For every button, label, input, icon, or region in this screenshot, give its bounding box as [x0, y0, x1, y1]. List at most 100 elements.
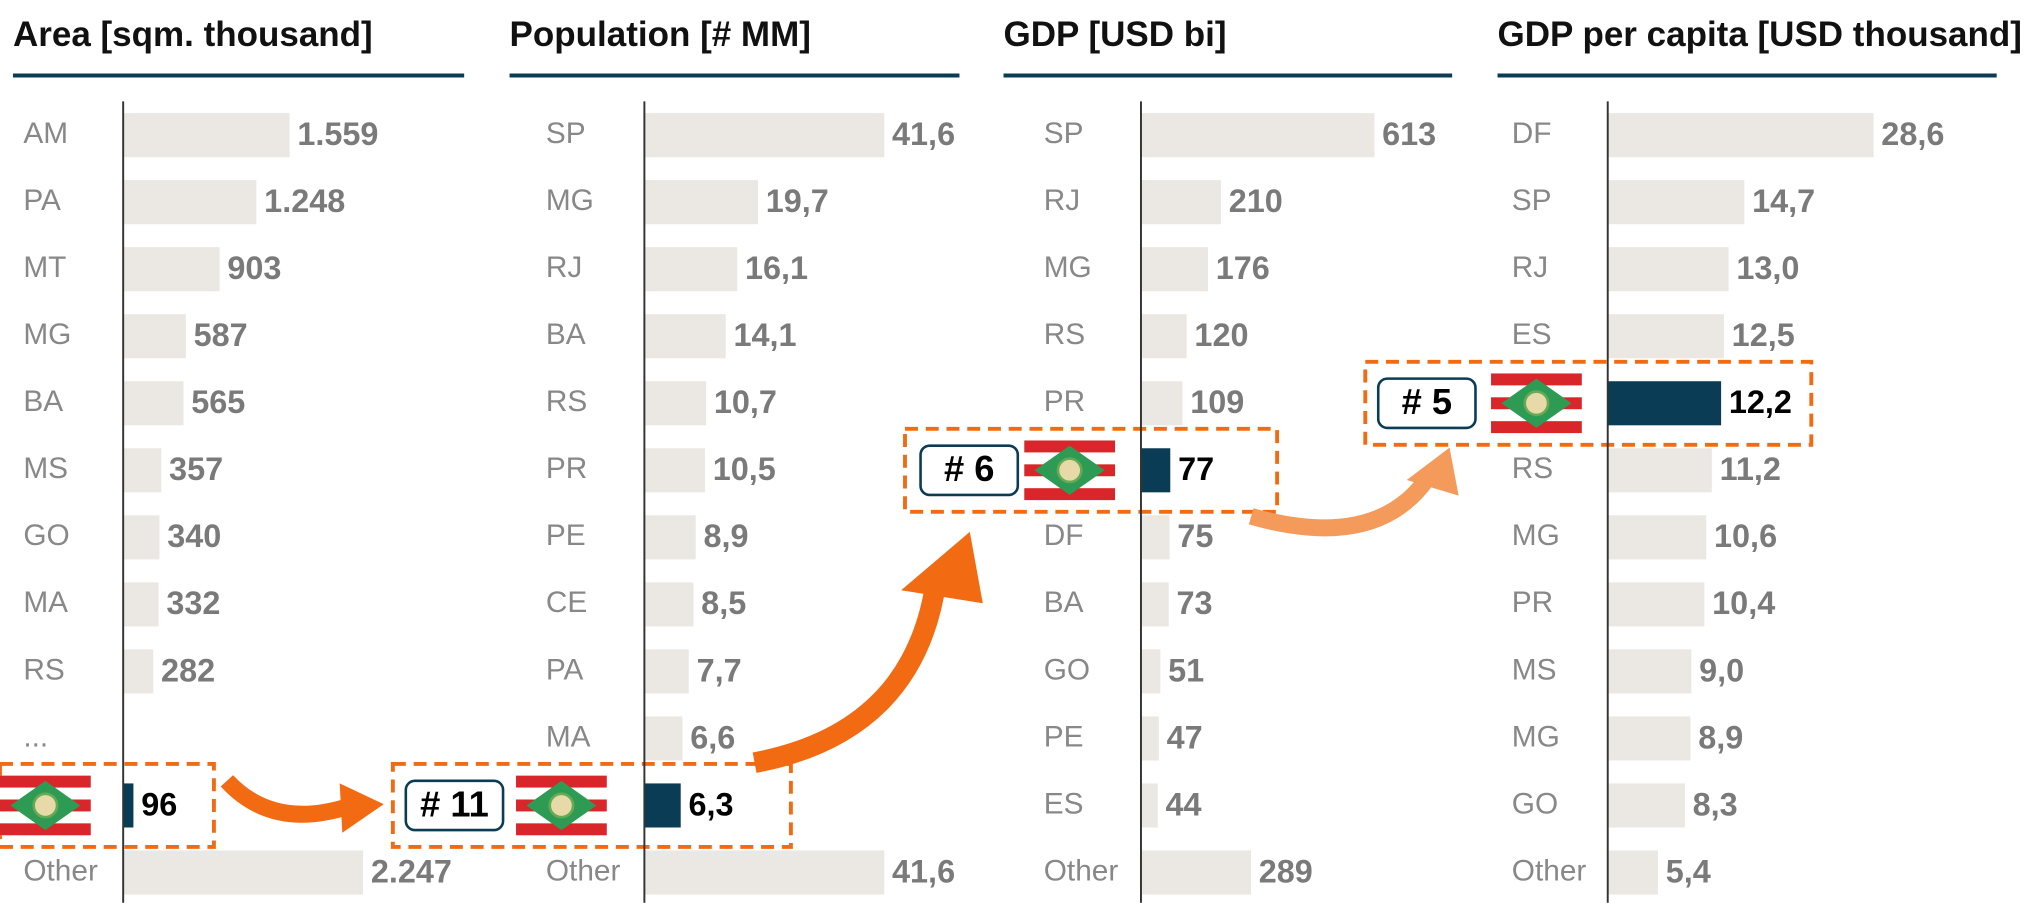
- bar: [123, 649, 154, 694]
- category-label: GO: [1044, 653, 1090, 686]
- flag: [516, 775, 607, 836]
- value-label: 282: [161, 652, 215, 688]
- category-label: MA: [546, 720, 591, 753]
- rank-box: [919, 444, 1020, 497]
- category-label: MT: [23, 251, 66, 284]
- value-label: 47: [1167, 719, 1203, 755]
- value-label: 6,3: [688, 786, 733, 822]
- category-label: CE: [546, 586, 587, 619]
- value-label: 16,1: [745, 250, 808, 286]
- category-label: RJ: [1044, 184, 1080, 217]
- category-label: MS: [23, 452, 68, 485]
- bar: [123, 180, 257, 225]
- rank-box: [1376, 377, 1477, 430]
- bar: [1140, 381, 1183, 426]
- value-label: 7,7: [697, 652, 742, 688]
- value-label: 332: [166, 585, 220, 621]
- category-label: ES: [1512, 318, 1552, 351]
- bar: [1607, 783, 1685, 828]
- bar: [123, 448, 162, 493]
- bar: [644, 783, 681, 828]
- bar: [1140, 448, 1171, 493]
- category-label: PR: [546, 452, 587, 485]
- value-label: 109: [1190, 384, 1244, 420]
- category-label: GO: [23, 519, 69, 552]
- category-label: PR: [1512, 586, 1553, 619]
- arrows: [220, 447, 1459, 833]
- value-label: 587: [194, 317, 248, 353]
- category-label: RJ: [546, 251, 582, 284]
- value-label: 19,7: [766, 183, 829, 219]
- value-label: 210: [1229, 183, 1283, 219]
- value-label: 2.247: [371, 853, 452, 889]
- bar: [1140, 314, 1187, 359]
- flag-emblem: [32, 792, 59, 819]
- category-label: MA: [23, 586, 68, 619]
- category-label: RS: [546, 385, 587, 418]
- value-label: 8,9: [703, 518, 748, 554]
- chart-title: GDP per capita [USD thousand]: [1498, 15, 2022, 54]
- value-label: 9,0: [1699, 652, 1744, 688]
- bar: [1607, 314, 1724, 359]
- bar: [1607, 381, 1722, 426]
- value-label: 75: [1177, 518, 1213, 554]
- bar: [1607, 515, 1707, 560]
- bar: [644, 113, 885, 158]
- flag-emblem: [548, 792, 575, 819]
- category-label: MG: [1044, 251, 1092, 284]
- category-label: RS: [1512, 452, 1553, 485]
- value-label: 10,7: [714, 384, 777, 420]
- bar: [1140, 180, 1221, 225]
- category-label: SP: [546, 117, 586, 150]
- bar: [1140, 783, 1158, 828]
- value-label: 1.559: [297, 116, 378, 152]
- category-label: MG: [1512, 519, 1560, 552]
- value-label: 11,2: [1720, 451, 1781, 487]
- value-label: 176: [1216, 250, 1270, 286]
- flag: [1024, 440, 1116, 501]
- bar: [123, 247, 220, 292]
- bar: [1140, 582, 1169, 627]
- category-label: PE: [1044, 720, 1084, 753]
- bar: [1607, 649, 1692, 694]
- bar: [1140, 515, 1170, 560]
- category-label: Other: [23, 854, 98, 887]
- arrow-head: [901, 531, 983, 604]
- value-label: 10,4: [1712, 585, 1775, 621]
- category-label: PA: [23, 184, 61, 217]
- arrow: [752, 579, 947, 773]
- value-label: 41,6: [892, 116, 955, 152]
- flag: [1491, 373, 1582, 434]
- category-label: MG: [546, 184, 594, 217]
- value-label: 13,0: [1736, 250, 1799, 286]
- rank-box: [404, 779, 505, 832]
- bar: [123, 850, 364, 895]
- category-label: DF: [1512, 117, 1552, 150]
- bar: [1607, 850, 1658, 895]
- value-label: 44: [1166, 786, 1202, 822]
- category-label: MS: [1512, 653, 1557, 686]
- value-label: 357: [169, 451, 223, 487]
- rank-label: # 6: [944, 448, 994, 489]
- category-label: DF: [1044, 519, 1084, 552]
- arrow: [220, 774, 350, 823]
- bar: [644, 515, 696, 560]
- flag-emblem: [1523, 390, 1550, 417]
- category-label: BA: [23, 385, 63, 418]
- category-label: RS: [23, 653, 64, 686]
- bar: [1607, 716, 1691, 761]
- value-label: 10,6: [1714, 518, 1777, 554]
- rank-label: # 11: [420, 783, 489, 824]
- bar: [644, 381, 707, 426]
- bar: [1140, 247, 1208, 292]
- category-label: Other: [546, 854, 621, 887]
- category-label: MG: [1512, 720, 1560, 753]
- value-label: 73: [1177, 585, 1213, 621]
- value-label: 12,2: [1729, 384, 1792, 420]
- chart-title: Area [sqm. thousand]: [13, 15, 373, 54]
- category-label: GO: [1512, 787, 1558, 820]
- bar: [644, 448, 705, 493]
- chart-title: GDP [USD bi]: [1004, 15, 1227, 54]
- category-label: RS: [1044, 318, 1085, 351]
- category-label: ES: [1044, 787, 1084, 820]
